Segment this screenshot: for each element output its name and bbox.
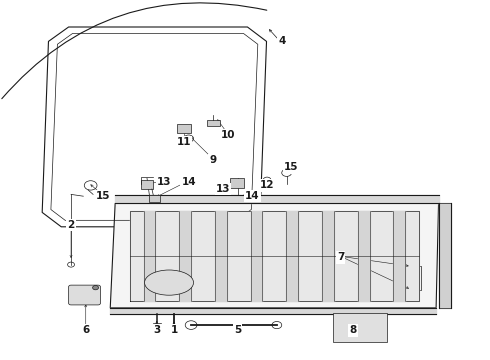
- Bar: [230, 178, 244, 188]
- Polygon shape: [110, 203, 439, 308]
- Text: 5: 5: [234, 325, 241, 336]
- Text: 10: 10: [220, 130, 235, 140]
- Bar: [141, 180, 153, 189]
- Text: 13: 13: [216, 184, 230, 194]
- Text: 14: 14: [181, 177, 196, 187]
- Polygon shape: [130, 211, 419, 301]
- FancyBboxPatch shape: [69, 285, 100, 305]
- Bar: [207, 120, 220, 126]
- Ellipse shape: [145, 270, 194, 295]
- Text: 15: 15: [96, 191, 110, 201]
- Text: 12: 12: [260, 180, 274, 190]
- Bar: [333, 313, 387, 342]
- Text: 7: 7: [337, 252, 344, 262]
- Bar: [177, 124, 191, 133]
- Text: 13: 13: [157, 177, 172, 187]
- Bar: [149, 195, 160, 202]
- Text: 11: 11: [176, 137, 191, 147]
- Text: 1: 1: [171, 325, 177, 336]
- Polygon shape: [58, 39, 251, 215]
- Text: 2: 2: [68, 220, 74, 230]
- Text: 4: 4: [278, 36, 286, 46]
- Polygon shape: [42, 27, 267, 227]
- Bar: [246, 191, 257, 199]
- Text: 3: 3: [153, 325, 160, 336]
- Text: 8: 8: [349, 325, 356, 336]
- Text: 15: 15: [284, 162, 299, 172]
- Text: 9: 9: [210, 155, 217, 165]
- Circle shape: [93, 285, 98, 290]
- Text: 6: 6: [82, 325, 89, 336]
- Text: 14: 14: [245, 191, 260, 201]
